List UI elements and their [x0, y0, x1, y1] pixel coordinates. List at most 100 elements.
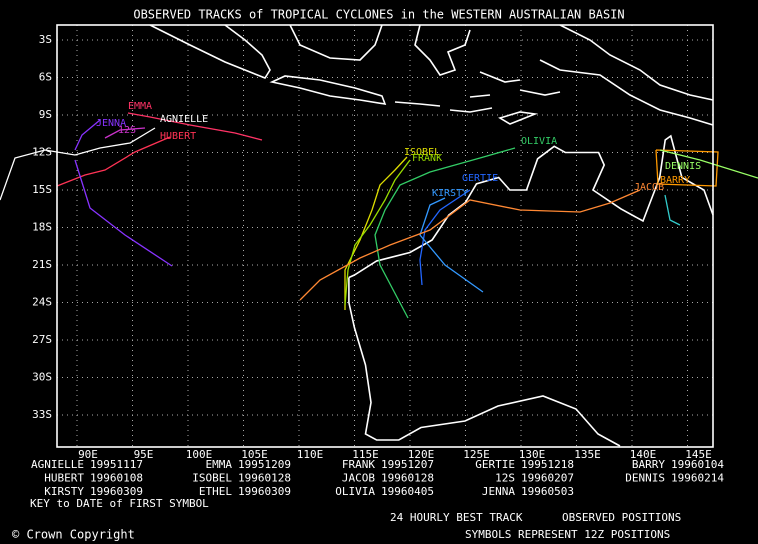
map-frame: [56, 24, 714, 448]
legend-name: 12S: [495, 472, 515, 485]
lat-label: 30S: [32, 371, 52, 384]
legend-date: 19951117: [90, 458, 143, 471]
symbols-note: SYMBOLS REPRESENT 12Z POSITIONS: [465, 528, 670, 541]
track-label: OLIVIA: [521, 136, 557, 147]
lat-label: 12S: [32, 146, 52, 159]
legend-name: ETHEL: [199, 485, 232, 498]
lat-label: 18S: [32, 221, 52, 234]
lon-label: 95E: [134, 448, 154, 461]
legend-name: OLIVIA: [335, 485, 375, 498]
legend-date: 19960108: [90, 472, 143, 485]
positions-note: OBSERVED POSITIONS: [562, 511, 681, 524]
lat-label: 6S: [39, 71, 52, 84]
legend-name: DENNIS: [625, 472, 665, 485]
lat-label: 24S: [32, 296, 52, 309]
track: [0, 127, 156, 201]
lon-label: 105E: [241, 448, 268, 461]
lon-label: 130E: [519, 448, 546, 461]
legend-name: EMMA: [206, 458, 233, 471]
track-label: ISOBEL: [404, 147, 440, 158]
track-label: FRANK: [412, 153, 442, 164]
lon-label: 115E: [352, 448, 379, 461]
track-label: JACOB: [634, 182, 664, 193]
track: [74, 159, 173, 267]
sumatra-coast: [149, 24, 271, 79]
legend-date: 19951209: [238, 458, 291, 471]
legend-name: GERTIE: [475, 458, 515, 471]
track-label: 12S: [118, 125, 136, 136]
java-coast: [269, 75, 387, 106]
lat-label: 15S: [32, 183, 52, 196]
lon-label: 140E: [630, 448, 657, 461]
lat-label: 9S: [39, 108, 52, 121]
track-label: HUBERT: [160, 131, 196, 142]
track: [104, 127, 146, 139]
australia-coast: [348, 134, 714, 447]
legend-date: 19951207: [381, 458, 434, 471]
legend-name: AGNIELLE: [31, 458, 84, 471]
key-label: KEY to DATE of FIRST SYMBOL: [30, 497, 209, 510]
lon-label: 135E: [574, 448, 601, 461]
track-label: KIRSTY: [432, 188, 468, 199]
legend-name: KIRSTY: [44, 485, 84, 498]
track-label: EMMA: [128, 101, 152, 112]
legend-date: 19960128: [381, 472, 434, 485]
track: [659, 149, 758, 179]
track: [664, 194, 681, 226]
track: [127, 112, 263, 141]
tracks: [0, 112, 758, 319]
legend-date: 19960309: [90, 485, 143, 498]
legend-name: BARRY: [632, 458, 665, 471]
track: [299, 189, 641, 301]
track-note: 24 HOURLY BEST TRACK: [390, 511, 523, 524]
legend-date: 19960503: [521, 485, 574, 498]
lat-label: 21S: [32, 258, 52, 271]
track: [419, 189, 471, 286]
legend-name: JACOB: [342, 472, 375, 485]
lon-label: 110E: [297, 448, 324, 461]
track-label: AGNIELLE: [160, 114, 208, 125]
lat-label: 27S: [32, 333, 52, 346]
legend-date: 19960405: [381, 485, 434, 498]
sulawesi-coast: [414, 24, 521, 83]
lon-label: 145E: [685, 448, 712, 461]
track: [655, 149, 719, 187]
lon-label: 125E: [463, 448, 490, 461]
lon-label: 90E: [78, 448, 98, 461]
legend-date: 19960309: [238, 485, 291, 498]
track-label: BARRY: [660, 175, 690, 186]
track: [374, 147, 516, 319]
legend-name: FRANK: [342, 458, 375, 471]
track: [74, 119, 101, 151]
timor-coast: [469, 89, 561, 98]
copyright: © Crown Copyright: [12, 528, 135, 542]
lon-label: 120E: [408, 448, 435, 461]
legend-date: 19960104: [671, 458, 724, 471]
track: [56, 136, 171, 187]
legend-date: 19960207: [521, 472, 574, 485]
legend-date: 19951218: [521, 458, 574, 471]
lat-label: 3S: [39, 33, 52, 46]
legend: AGNIELLE 19951117 EMMA 19951209 FRANK 1995120…: [31, 458, 724, 498]
legend-date: 19960128: [238, 472, 291, 485]
lon-label: 100E: [186, 448, 213, 461]
legend-date: 19960214: [671, 472, 724, 485]
nusa-tenggara-coast: [394, 101, 539, 125]
legend-name: ISOBEL: [192, 472, 232, 485]
track-label: JENNA: [96, 118, 126, 129]
legend-name: JENNA: [482, 485, 515, 498]
track: [344, 159, 411, 306]
borneo-coast: [289, 24, 383, 61]
legend-name: HUBERT: [44, 472, 84, 485]
track: [419, 197, 484, 293]
track-label: DENNIS: [665, 161, 701, 172]
track-label: GERTIE: [462, 173, 498, 184]
lat-label: 33S: [32, 408, 52, 421]
new-guinea-coast: [539, 24, 714, 126]
coastlines: [149, 24, 714, 447]
graticule: 3S 6S 9S 12S 15S 18S 21S 24S 27S 30S 33S 90E 95E 100E…: [32, 25, 713, 461]
track: [344, 156, 408, 310]
map-title: OBSERVED TRACKS of TROPICAL CYCLONES in …: [133, 8, 624, 22]
